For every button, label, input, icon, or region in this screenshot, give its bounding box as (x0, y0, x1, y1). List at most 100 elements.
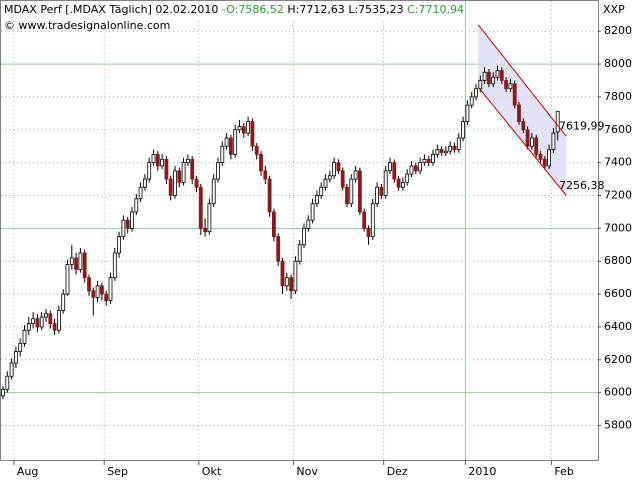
candle-body (237, 126, 242, 131)
candle-body (478, 80, 483, 90)
candle-body (357, 170, 362, 213)
y-tick-label: 8200 (604, 24, 632, 37)
candle-body (405, 173, 410, 183)
candle-body (228, 137, 233, 155)
channel-area (478, 24, 567, 196)
candle-body (465, 104, 470, 122)
y-tick-label: 7000 (604, 221, 632, 234)
candle-body (74, 257, 78, 270)
candle-body (87, 277, 91, 292)
close-value: C:7710,94 (407, 3, 464, 16)
y-tick-label: 6200 (604, 353, 632, 366)
candle-body (293, 260, 298, 292)
candle-body (31, 318, 36, 325)
candle-body (211, 178, 216, 205)
candle-body (469, 96, 474, 106)
candle-body (259, 154, 263, 172)
x-tick-label: Dez (387, 465, 408, 478)
candle-body (155, 154, 160, 167)
candle-body (125, 219, 130, 229)
candle-body (263, 170, 268, 180)
candle-body (508, 83, 513, 90)
grid (1, 1, 598, 460)
candle-body (18, 342, 23, 352)
candle-body (48, 313, 53, 325)
candle-body (512, 83, 517, 106)
candle-body (452, 145, 457, 150)
candle-body (491, 76, 496, 85)
candle-body (22, 329, 27, 344)
candle-body (181, 162, 186, 183)
instrument: MDAX Perf [.MDAX Täglich] 02.02.2010 (4, 3, 218, 16)
candle-body (203, 227, 208, 233)
candle-body (332, 162, 337, 177)
candle-body (418, 162, 423, 172)
high-value: H:7712,63 (287, 3, 344, 16)
candle-body (104, 293, 109, 302)
candle-body (82, 252, 87, 279)
candle-body (241, 126, 246, 134)
candle-body (310, 203, 315, 221)
candle-body (435, 149, 440, 155)
candle-body (542, 158, 547, 167)
candle-body (220, 145, 225, 164)
x-tick-label: Nov (296, 465, 318, 478)
candle-body (345, 186, 349, 205)
candle-body (61, 293, 66, 311)
candle-body (246, 121, 251, 134)
candle-body (130, 211, 134, 229)
candle-body (207, 203, 212, 233)
candle-body (177, 170, 182, 183)
candle-body (39, 316, 44, 328)
candle-body (400, 181, 405, 188)
candle-body (443, 150, 448, 154)
y-tick-label: 6400 (604, 320, 632, 333)
candle-body (534, 137, 539, 155)
y-tick-label: 5800 (604, 419, 632, 432)
candle-body (392, 162, 397, 180)
candle-body (117, 236, 121, 254)
candle-body (78, 252, 83, 270)
candle-body (254, 145, 259, 155)
candle-body (151, 154, 156, 164)
header: MDAX Perf [.MDAX Täglich] 02.02.2010 -O:… (4, 3, 464, 16)
candle-body (13, 351, 18, 364)
candle-body (302, 227, 306, 246)
candle-body (91, 290, 96, 298)
x-tick-label: 2010 (468, 465, 496, 478)
candle-body (1, 388, 5, 397)
candle-body (396, 178, 401, 188)
candle-body (233, 129, 238, 155)
candle-body (486, 71, 491, 85)
candle-body (413, 165, 418, 172)
candle-body (388, 162, 392, 172)
candle-body (370, 203, 375, 237)
y-tick-label: 7800 (604, 90, 632, 103)
candle-body (185, 158, 190, 164)
candle-body (499, 70, 504, 81)
candle-body (112, 252, 117, 279)
candle-body (95, 285, 100, 298)
candle-body (69, 257, 74, 265)
candle-body (379, 186, 384, 196)
candle-body (100, 285, 104, 295)
candle-body (340, 170, 345, 188)
candle-body (461, 121, 466, 139)
candle-body (26, 323, 31, 331)
candle-body (327, 175, 332, 180)
candle-body (319, 186, 324, 196)
y-tick-label: 6000 (604, 386, 632, 399)
y-axis-label: XXP (603, 3, 625, 16)
candle-body (366, 227, 371, 237)
candle-body (216, 162, 220, 180)
candle-body (65, 264, 70, 295)
low-value: L:7535,23 (348, 3, 403, 16)
candle-body (108, 277, 113, 302)
x-tick-label: Okt (202, 465, 222, 478)
candle-body (297, 244, 302, 262)
candle-body (362, 211, 367, 229)
candle-body (551, 132, 556, 150)
candle-body (134, 198, 139, 213)
marks (1, 24, 567, 400)
candle-body (57, 310, 61, 331)
